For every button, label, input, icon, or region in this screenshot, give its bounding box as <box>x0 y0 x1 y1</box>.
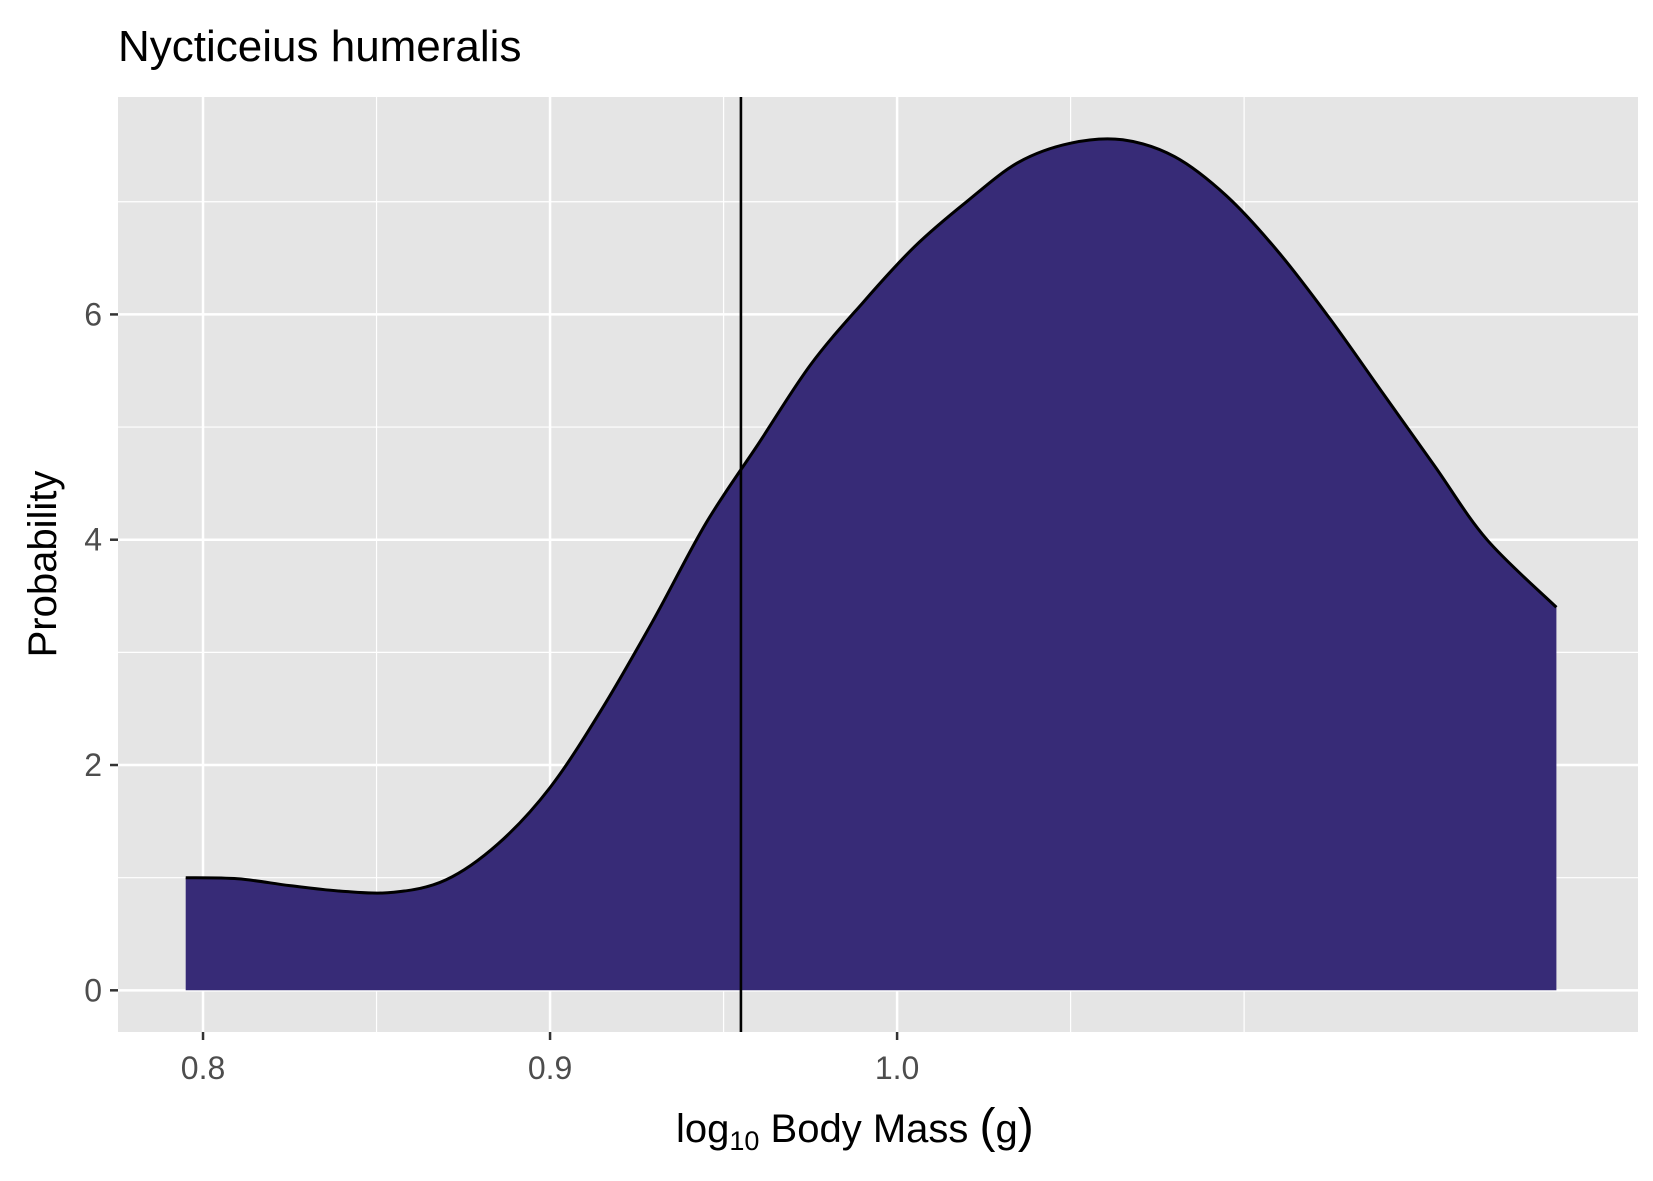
axes: 0.8 0.9 1.0 0 2 4 6 <box>84 296 919 1086</box>
x-axis-label-unit: g <box>996 1107 1018 1151</box>
y-axis-label: Probability <box>21 471 65 658</box>
x-tick-label: 0.9 <box>528 1050 572 1086</box>
x-tick-label: 0.8 <box>181 1050 225 1086</box>
y-tick-label: 6 <box>84 296 102 332</box>
x-axis-label-open-paren: ( <box>980 1100 996 1153</box>
x-axis-label: log10 Body Mass (g) <box>676 1100 1034 1156</box>
density-marks <box>185 97 1558 1032</box>
chart-title: Nycticeius humeralis <box>118 22 521 71</box>
density-curve <box>185 137 1558 895</box>
x-axis-label-log: log <box>676 1107 729 1151</box>
y-tick-label: 0 <box>84 972 102 1008</box>
y-tick-label: 2 <box>84 747 102 783</box>
x-axis-label-text: Body Mass <box>759 1107 979 1151</box>
x-tick-label: 1.0 <box>875 1050 919 1086</box>
x-axis-label-subscript: 10 <box>729 1126 759 1156</box>
density-area <box>185 138 1557 991</box>
x-axis-label-close-paren: ) <box>1018 1100 1034 1153</box>
y-tick-label: 4 <box>84 522 102 558</box>
